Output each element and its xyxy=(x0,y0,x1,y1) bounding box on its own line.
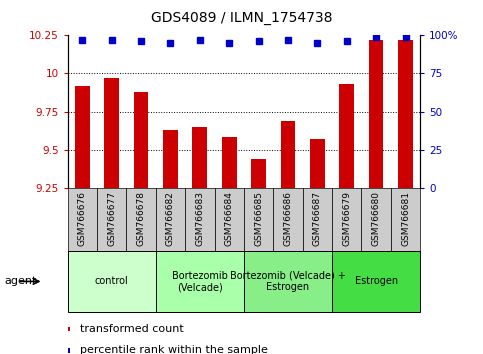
Bar xyxy=(398,40,413,188)
Bar xyxy=(310,139,325,188)
Text: GSM766677: GSM766677 xyxy=(107,191,116,246)
Text: GSM766679: GSM766679 xyxy=(342,191,351,246)
Text: GSM766687: GSM766687 xyxy=(313,191,322,246)
Text: GSM766676: GSM766676 xyxy=(78,191,87,246)
Bar xyxy=(340,84,354,188)
FancyBboxPatch shape xyxy=(332,188,361,251)
FancyBboxPatch shape xyxy=(156,251,244,312)
FancyBboxPatch shape xyxy=(156,188,185,251)
Text: percentile rank within the sample: percentile rank within the sample xyxy=(80,346,268,354)
Text: Estrogen: Estrogen xyxy=(355,276,398,286)
Text: GSM766686: GSM766686 xyxy=(284,191,293,246)
Bar xyxy=(193,127,207,188)
Text: GSM766683: GSM766683 xyxy=(195,191,204,246)
FancyBboxPatch shape xyxy=(214,188,244,251)
FancyBboxPatch shape xyxy=(97,188,127,251)
FancyBboxPatch shape xyxy=(273,188,303,251)
FancyBboxPatch shape xyxy=(244,251,332,312)
FancyBboxPatch shape xyxy=(303,188,332,251)
Text: agent: agent xyxy=(5,276,37,286)
FancyBboxPatch shape xyxy=(244,188,273,251)
FancyBboxPatch shape xyxy=(185,188,214,251)
Text: GSM766681: GSM766681 xyxy=(401,191,410,246)
Text: GSM766685: GSM766685 xyxy=(254,191,263,246)
Text: GSM766684: GSM766684 xyxy=(225,191,234,246)
Bar xyxy=(222,137,237,188)
FancyBboxPatch shape xyxy=(361,188,391,251)
Bar xyxy=(104,78,119,188)
Text: GSM766682: GSM766682 xyxy=(166,191,175,246)
Text: control: control xyxy=(95,276,128,286)
Text: GDS4089 / ILMN_1754738: GDS4089 / ILMN_1754738 xyxy=(151,11,332,25)
Text: GSM766678: GSM766678 xyxy=(137,191,145,246)
Bar xyxy=(134,92,148,188)
Bar xyxy=(163,130,178,188)
FancyBboxPatch shape xyxy=(68,188,97,251)
FancyBboxPatch shape xyxy=(127,188,156,251)
Bar xyxy=(75,86,90,188)
Bar xyxy=(281,121,295,188)
Text: Bortezomib (Velcade) +
Estrogen: Bortezomib (Velcade) + Estrogen xyxy=(230,270,346,292)
Bar xyxy=(251,159,266,188)
Text: GSM766680: GSM766680 xyxy=(371,191,381,246)
FancyBboxPatch shape xyxy=(391,188,420,251)
FancyBboxPatch shape xyxy=(332,251,420,312)
Text: transformed count: transformed count xyxy=(80,324,184,334)
FancyBboxPatch shape xyxy=(68,251,156,312)
Bar xyxy=(369,40,384,188)
Text: Bortezomib
(Velcade): Bortezomib (Velcade) xyxy=(172,270,228,292)
